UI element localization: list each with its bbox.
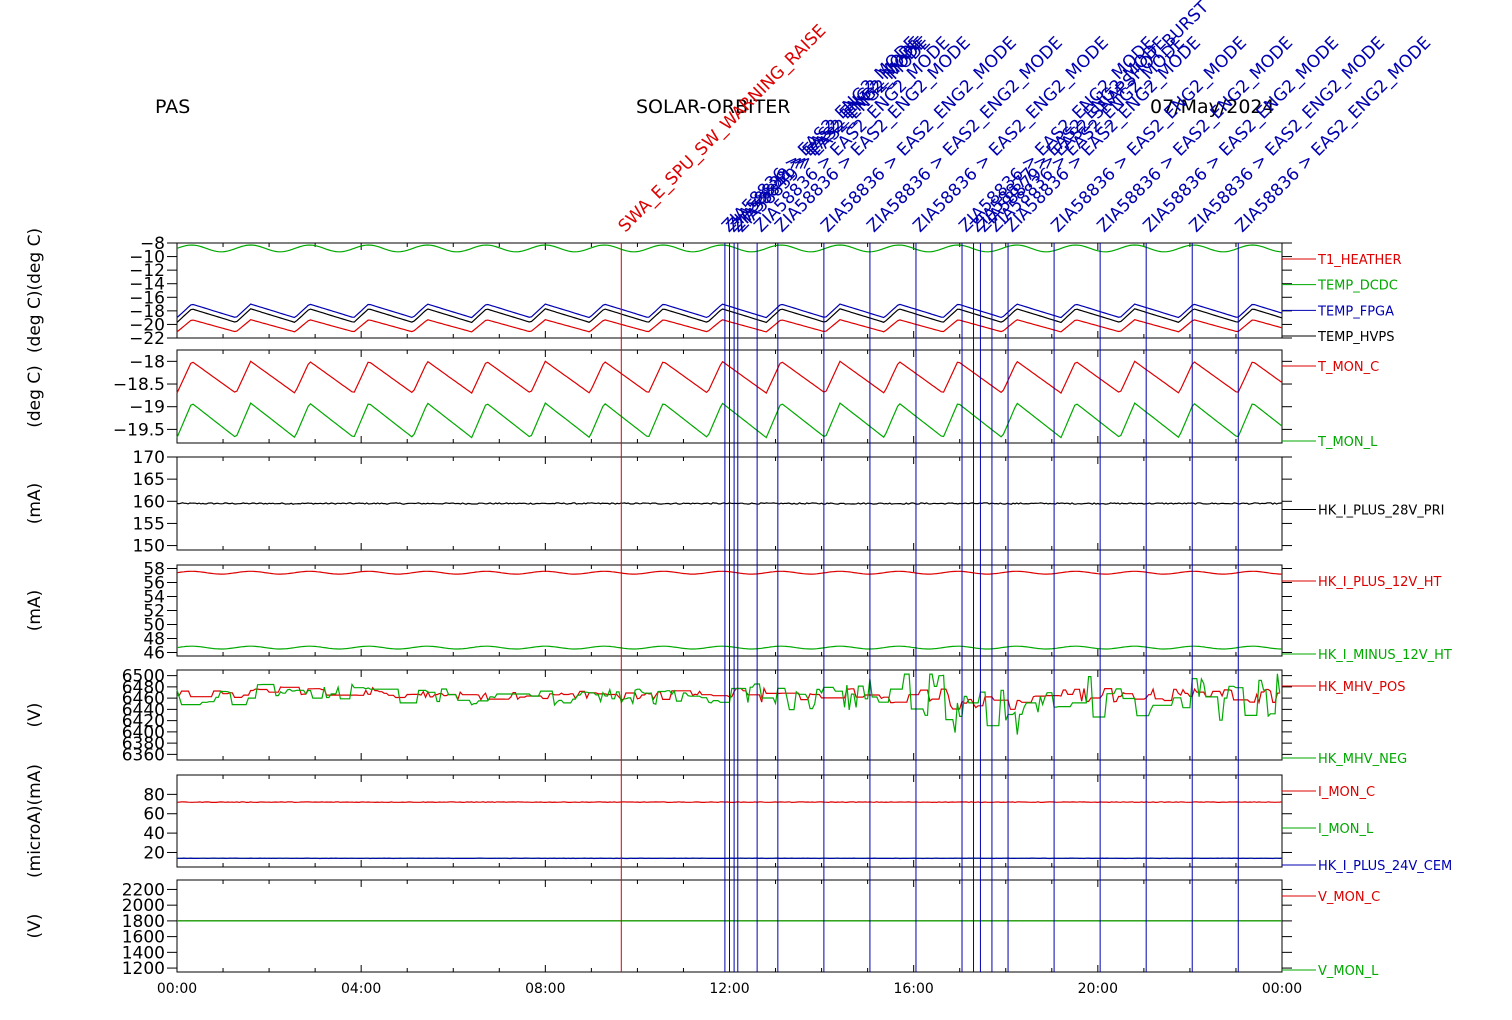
legend-hk-i-plus-12v-ht: HK_I_PLUS_12V_HT: [1318, 575, 1442, 590]
y-tick-label: 52: [143, 602, 165, 622]
y-tick-label: 54: [143, 588, 165, 608]
y-tick-label: 2000: [122, 896, 165, 916]
y-tick-label: 155: [133, 514, 165, 534]
header-instrument: PAS: [155, 96, 191, 118]
y-tick-label: 165: [133, 470, 165, 490]
legend-t-mon-c: T_MON_C: [1317, 360, 1379, 375]
y-tick-label: 150: [133, 537, 165, 557]
x-tick-label: 00:00: [1262, 981, 1302, 997]
y-tick-label: −20: [129, 315, 165, 335]
y-tick-label: 80: [143, 785, 165, 805]
y-tick-label: −22: [129, 329, 165, 349]
y-tick-label: −18: [129, 352, 165, 372]
y-axis-label: (deg C): [25, 365, 45, 428]
legend-temp-hvps: TEMP_HVPS: [1317, 330, 1394, 345]
series-hk-mhv-neg: [176, 673, 1281, 735]
y-tick-label: 160: [133, 492, 165, 512]
legend-hk-mhv-pos: HK_MHV_POS: [1318, 680, 1406, 695]
legend-i-mon-l: I_MON_L: [1318, 822, 1374, 837]
y-tick-label: 60: [143, 805, 165, 825]
y-tick-label: 46: [143, 644, 165, 664]
y-tick-label: 6420: [122, 712, 165, 732]
y-axis-label: (V): [25, 914, 45, 939]
x-tick-label: 04:00: [341, 981, 381, 997]
y-tick-label: −19: [129, 398, 165, 418]
legend-temp-dcdc: TEMP_DCDC: [1317, 279, 1398, 294]
y-tick-label: −8: [140, 234, 165, 254]
y-tick-label: 6500: [122, 667, 165, 687]
y-axis-label: (mA): [25, 590, 45, 631]
legend-hk-i-plus-24v-cem: HK_I_PLUS_24V_CEM: [1318, 859, 1452, 874]
legend-t-mon-l: T_MON_L: [1317, 435, 1378, 450]
legend-t1-heather: T1_HEATHER: [1317, 253, 1402, 268]
y-axis-label: (deg C)(deg C): [25, 228, 45, 353]
y-tick-label: 6480: [122, 678, 165, 698]
y-tick-label: 48: [143, 630, 165, 650]
y-axis-label: (V): [25, 703, 45, 728]
y-axis-label: (mA): [25, 483, 45, 524]
y-axis-label: (microA)(mA): [25, 764, 45, 878]
y-tick-label: 2200: [122, 880, 165, 900]
y-tick-label: 6440: [122, 700, 165, 720]
y-tick-label: 50: [143, 616, 165, 636]
y-tick-label: −16: [129, 288, 165, 308]
y-tick-label: 1400: [122, 943, 165, 963]
legend-hk-mhv-neg: HK_MHV_NEG: [1318, 752, 1407, 767]
y-tick-label: 40: [143, 824, 165, 844]
legend-hk-i-minus-12v-ht: HK_I_MINUS_12V_HT: [1318, 648, 1452, 663]
y-tick-label: 6460: [122, 689, 165, 709]
x-tick-label: 08:00: [525, 981, 565, 997]
x-tick-label: 12:00: [709, 981, 749, 997]
header-mission: SOLAR-ORBITER: [636, 96, 791, 118]
x-tick-label: 16:00: [893, 981, 933, 997]
y-tick-label: 170: [133, 448, 165, 468]
y-tick-label: 20: [143, 843, 165, 863]
x-tick-label: 00:00: [157, 981, 197, 997]
y-tick-label: 1200: [122, 959, 165, 979]
y-tick-label: 6400: [122, 723, 165, 743]
y-tick-label: 56: [143, 574, 165, 594]
legend-temp-fpga: TEMP_FPGA: [1317, 304, 1394, 319]
legend-v-mon-l: V_MON_L: [1318, 964, 1379, 979]
y-tick-label: 1800: [122, 912, 165, 932]
y-tick-label: −14: [129, 275, 165, 295]
panel-2: −19.5−19 −18.5 −18 (deg C) T_MON_C T_MON_L: [25, 349, 1379, 450]
y-tick-label: 58: [143, 560, 165, 580]
y-tick-label: −18.5: [113, 375, 165, 395]
x-tick-label: 20:00: [1078, 981, 1118, 997]
legend-v-mon-c: V_MON_C: [1318, 890, 1380, 905]
legend-hk-i-plus-28v-pri: HK_I_PLUS_28V_PRI: [1318, 504, 1444, 519]
y-tick-label: −10: [129, 248, 165, 268]
header-date: 07/May/2024: [1150, 96, 1275, 118]
y-tick-label: −19.5: [113, 420, 165, 440]
y-tick-label: 1600: [122, 928, 165, 948]
panel-1: −22−20−18−16−14−12−10−8 (deg C)(deg C) T1_…: [25, 228, 1402, 353]
y-tick-label: −12: [129, 261, 165, 281]
y-tick-label: 6360: [122, 745, 165, 765]
y-tick-label: −18: [129, 302, 165, 322]
legend-i-mon-c: I_MON_C: [1318, 785, 1375, 800]
y-tick-label: 6380: [122, 734, 165, 754]
series-hk-mhv-pos: [177, 686, 1280, 710]
